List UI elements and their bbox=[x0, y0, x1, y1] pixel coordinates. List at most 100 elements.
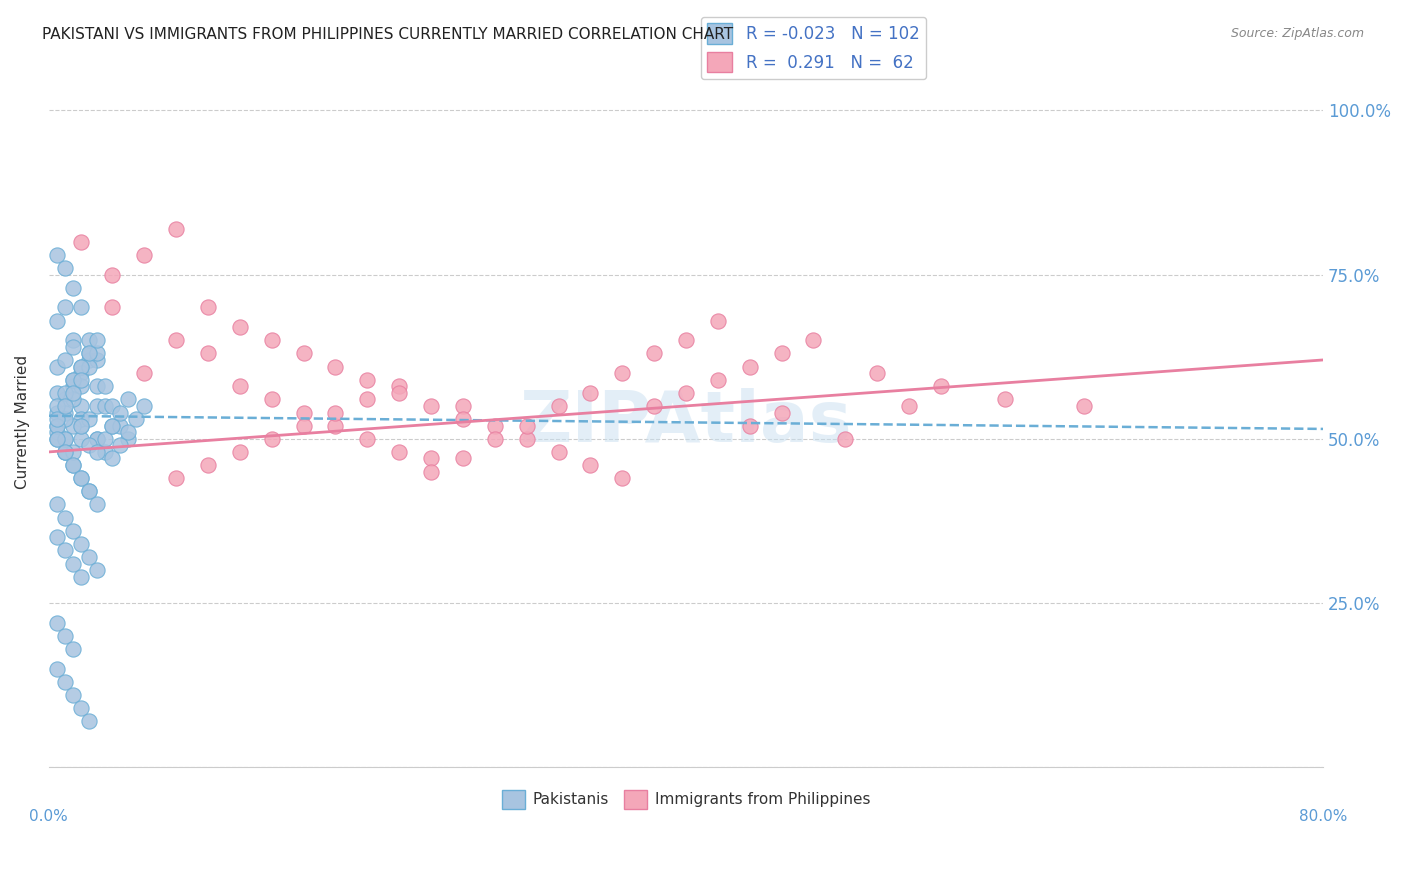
Point bbox=[356, 392, 378, 407]
Point bbox=[86, 445, 108, 459]
Point bbox=[547, 445, 569, 459]
Point bbox=[579, 385, 602, 400]
Point bbox=[101, 418, 124, 433]
Point bbox=[69, 537, 91, 551]
Point bbox=[125, 412, 148, 426]
Point bbox=[356, 373, 378, 387]
Point bbox=[516, 418, 538, 433]
Point bbox=[866, 366, 889, 380]
Point bbox=[45, 248, 67, 262]
Point bbox=[707, 313, 730, 327]
Point bbox=[53, 385, 76, 400]
Point bbox=[134, 399, 156, 413]
Point bbox=[101, 418, 124, 433]
Point bbox=[420, 465, 443, 479]
Point bbox=[707, 373, 730, 387]
Point bbox=[451, 451, 474, 466]
Point bbox=[86, 432, 108, 446]
Point bbox=[69, 471, 91, 485]
Point bbox=[292, 418, 315, 433]
Text: 0.0%: 0.0% bbox=[30, 809, 67, 823]
Point bbox=[117, 425, 139, 440]
Point bbox=[69, 418, 91, 433]
Point bbox=[62, 445, 84, 459]
Point bbox=[62, 688, 84, 702]
Point bbox=[738, 359, 761, 374]
Point bbox=[45, 359, 67, 374]
Point bbox=[197, 301, 219, 315]
Point bbox=[86, 498, 108, 512]
Point bbox=[45, 615, 67, 630]
Point bbox=[53, 445, 76, 459]
Point bbox=[356, 432, 378, 446]
Point bbox=[101, 301, 124, 315]
Point bbox=[93, 432, 115, 446]
Point bbox=[77, 353, 100, 368]
Point bbox=[420, 399, 443, 413]
Point bbox=[53, 674, 76, 689]
Point bbox=[53, 445, 76, 459]
Point bbox=[897, 399, 920, 413]
Point bbox=[117, 392, 139, 407]
Point bbox=[86, 432, 108, 446]
Point bbox=[69, 359, 91, 374]
Point bbox=[69, 373, 91, 387]
Point bbox=[260, 432, 283, 446]
Point bbox=[45, 405, 67, 419]
Text: ZIPAtlas: ZIPAtlas bbox=[520, 388, 852, 457]
Point bbox=[45, 432, 67, 446]
Point bbox=[62, 458, 84, 472]
Point bbox=[86, 333, 108, 347]
Point bbox=[77, 484, 100, 499]
Point bbox=[993, 392, 1015, 407]
Point bbox=[45, 399, 67, 413]
Point bbox=[229, 445, 252, 459]
Point bbox=[77, 438, 100, 452]
Point bbox=[53, 629, 76, 643]
Point bbox=[770, 405, 793, 419]
Point bbox=[77, 346, 100, 360]
Point bbox=[62, 373, 84, 387]
Point bbox=[77, 484, 100, 499]
Point bbox=[77, 549, 100, 564]
Point bbox=[110, 405, 132, 419]
Point bbox=[93, 379, 115, 393]
Point bbox=[420, 451, 443, 466]
Point bbox=[165, 333, 187, 347]
Point bbox=[77, 412, 100, 426]
Point bbox=[62, 373, 84, 387]
Point bbox=[69, 432, 91, 446]
Point bbox=[86, 563, 108, 577]
Point bbox=[45, 498, 67, 512]
Point bbox=[62, 557, 84, 571]
Text: Source: ZipAtlas.com: Source: ZipAtlas.com bbox=[1230, 27, 1364, 40]
Point bbox=[53, 260, 76, 275]
Point bbox=[77, 333, 100, 347]
Point bbox=[62, 392, 84, 407]
Point bbox=[45, 385, 67, 400]
Point bbox=[101, 268, 124, 282]
Point bbox=[325, 405, 347, 419]
Point bbox=[45, 418, 67, 433]
Point bbox=[69, 301, 91, 315]
Point bbox=[69, 471, 91, 485]
Point bbox=[86, 353, 108, 368]
Text: PAKISTANI VS IMMIGRANTS FROM PHILIPPINES CURRENTLY MARRIED CORRELATION CHART: PAKISTANI VS IMMIGRANTS FROM PHILIPPINES… bbox=[42, 27, 734, 42]
Point bbox=[53, 353, 76, 368]
Point bbox=[62, 379, 84, 393]
Point bbox=[110, 438, 132, 452]
Point bbox=[62, 418, 84, 433]
Point bbox=[675, 385, 697, 400]
Point bbox=[86, 399, 108, 413]
Point bbox=[165, 221, 187, 235]
Point bbox=[69, 235, 91, 249]
Point bbox=[229, 320, 252, 334]
Point bbox=[69, 570, 91, 584]
Y-axis label: Currently Married: Currently Married bbox=[15, 355, 30, 490]
Point bbox=[803, 333, 825, 347]
Point bbox=[675, 333, 697, 347]
Point bbox=[62, 458, 84, 472]
Point bbox=[101, 399, 124, 413]
Point bbox=[260, 333, 283, 347]
Point bbox=[229, 379, 252, 393]
